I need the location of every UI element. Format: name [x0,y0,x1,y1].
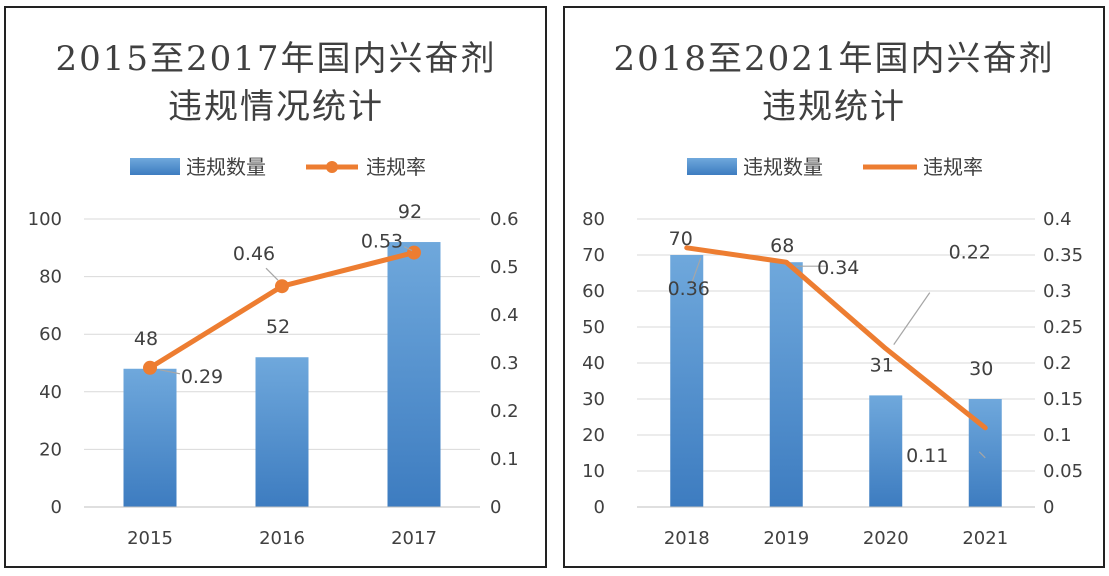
bar-data-label: 92 [398,201,422,223]
y-right-tick-label: 0.35 [1043,245,1083,266]
chart-svg-2018-2021: 2018至2021年国内兴奋剂 违规统计 违规数量 违规率 0 10 20 30 40 5… [582,39,1083,549]
bar [769,262,803,507]
y-right-tick-label: 0.15 [1043,389,1083,410]
y-right-tick-label: 0.5 [490,257,519,278]
y-right-tick-label: 0.1 [1043,425,1072,446]
bar [123,368,177,507]
x-tick-label: 2021 [962,528,1008,549]
chart-title-line-2: 违规情况统计 [168,87,384,127]
x-tick-label: 2015 [127,528,173,549]
legend-line-label: 违规率 [366,155,426,179]
bar-data-label: 52 [266,316,290,338]
bar-data-label: 31 [870,354,894,376]
y-left-tick-label: 10 [582,461,605,482]
chart-title-line-1: 2015至2017年国内兴奋剂 [55,39,496,79]
rate-marker [407,245,421,260]
y-right-tick-label: 0.3 [490,353,519,374]
y-left-tick-label: 50 [582,317,605,338]
rate-data-label: 0.53 [361,231,403,253]
chart-title-line-2: 违规统计 [762,87,906,127]
label-leader-line [978,451,986,459]
rate-data-label: 0.34 [817,257,859,279]
rate-line [147,250,417,371]
chart-title-line-1: 2018至2021年国内兴奋剂 [613,39,1054,79]
y-left-tick-label: 30 [582,389,605,410]
y-right-tick-label: 0 [1043,497,1054,518]
legend-bar-swatch [687,158,737,175]
bar-data-label: 30 [969,358,993,380]
x-tick-label: 2017 [391,528,437,549]
bar [387,242,441,508]
rate-data-label: 0.29 [181,366,223,388]
rate-data-label: 0.36 [668,278,710,300]
bar-data-label: 70 [669,228,693,250]
y-right-tick-label: 0.2 [490,401,519,422]
chart-panel-2018-2021: 2018至2021年国内兴奋剂 违规统计 违规数量 违规率 0 10 20 30 40 5… [563,6,1105,568]
plot-area: 0 20 40 60 80 100 0 0.1 0.2 0.3 0.4 0.5 0.6 2015 2016 2… [28,201,519,549]
x-tick-label: 2020 [863,528,909,549]
bar [968,399,1002,507]
chart-svg-2015-2017: 2015至2017年国内兴奋剂 违规情况统计 违规数量 违规率 0 20 40 60 8… [28,39,519,549]
y-left-tick-label: 60 [39,324,62,345]
y-left-tick-label: 40 [582,353,605,374]
y-right-tick-label: 0.05 [1043,461,1083,482]
rate-line [684,245,988,431]
bar [869,395,903,507]
y-left-tick-label: 20 [582,425,605,446]
label-leader-line [159,369,181,375]
y-right-tick-label: 0.6 [490,209,519,230]
legend-bar-swatch [130,158,180,175]
y-right-tick-label: 0.1 [490,449,519,470]
y-left-tick-label: 0 [51,497,62,518]
chart-panel-2015-2017: 2015至2017年国内兴奋剂 违规情况统计 违规数量 违规率 0 20 40 60 8… [4,6,547,568]
label-leader-line [265,267,279,281]
y-left-tick-label: 80 [39,267,62,288]
label-leader-line [403,246,413,252]
label-leader-line [690,257,702,287]
bar [670,255,704,507]
y-left-tick-label: 0 [594,497,605,518]
bar-data-label: 48 [134,328,158,350]
y-left-tick-label: 40 [39,382,62,403]
plot-area: 0 10 20 30 40 50 60 70 80 0 0.05 0.1 0.15 0.2 0.25 0.3 0… [582,209,1083,549]
legend-line-label: 违规率 [923,155,983,179]
x-tick-label: 2019 [763,528,809,549]
y-left-tick-label: 80 [582,209,605,230]
y-left-tick-label: 100 [28,209,62,230]
y-left-tick-label: 60 [582,281,605,302]
legend-bar-label: 违规数量 [743,155,823,179]
rate-data-label: 0.46 [233,243,275,265]
y-right-tick-label: 0.4 [1043,209,1072,230]
legend-line-marker [326,161,338,173]
y-right-tick-label: 0 [490,497,501,518]
y-right-tick-label: 0.25 [1043,317,1083,338]
y-right-tick-label: 0.3 [1043,281,1072,302]
bar-data-label: 68 [770,235,794,257]
rate-data-label: 0.11 [906,445,948,467]
bar [255,357,309,507]
rate-marker [143,360,157,375]
y-left-tick-label: 70 [582,245,605,266]
label-leader-line [893,292,931,345]
rate-marker [275,279,289,294]
x-tick-label: 2016 [259,528,305,549]
y-left-tick-label: 20 [39,439,62,460]
legend-bar-label: 违规数量 [186,155,266,179]
y-right-tick-label: 0.2 [1043,353,1072,374]
y-right-tick-label: 0.4 [490,305,519,326]
rate-data-label: 0.22 [949,242,991,264]
x-tick-label: 2018 [664,528,710,549]
